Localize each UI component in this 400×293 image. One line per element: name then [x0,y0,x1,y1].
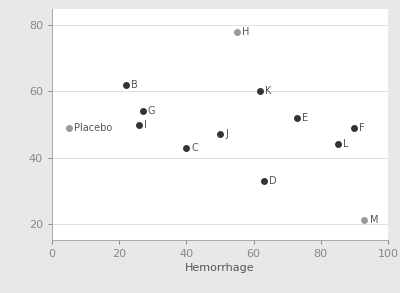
Text: M: M [370,215,378,225]
Text: Placebo: Placebo [74,123,112,133]
Point [361,218,368,223]
Point [257,89,264,94]
X-axis label: Hemorrhage: Hemorrhage [185,263,255,273]
Point [260,178,267,183]
Text: K: K [265,86,272,96]
Point [66,125,72,130]
Text: B: B [131,80,138,90]
Text: H: H [242,27,249,37]
Point [140,109,146,114]
Text: J: J [225,130,228,139]
Text: C: C [192,143,198,153]
Text: L: L [343,139,348,149]
Text: E: E [302,113,308,123]
Text: I: I [144,120,147,130]
Point [334,142,341,147]
Point [123,83,129,87]
Text: D: D [269,176,276,186]
Point [294,115,300,120]
Point [217,132,223,137]
Text: F: F [360,123,365,133]
Point [136,122,142,127]
Point [234,30,240,34]
Point [183,145,190,150]
Point [351,125,358,130]
Text: G: G [148,106,155,116]
